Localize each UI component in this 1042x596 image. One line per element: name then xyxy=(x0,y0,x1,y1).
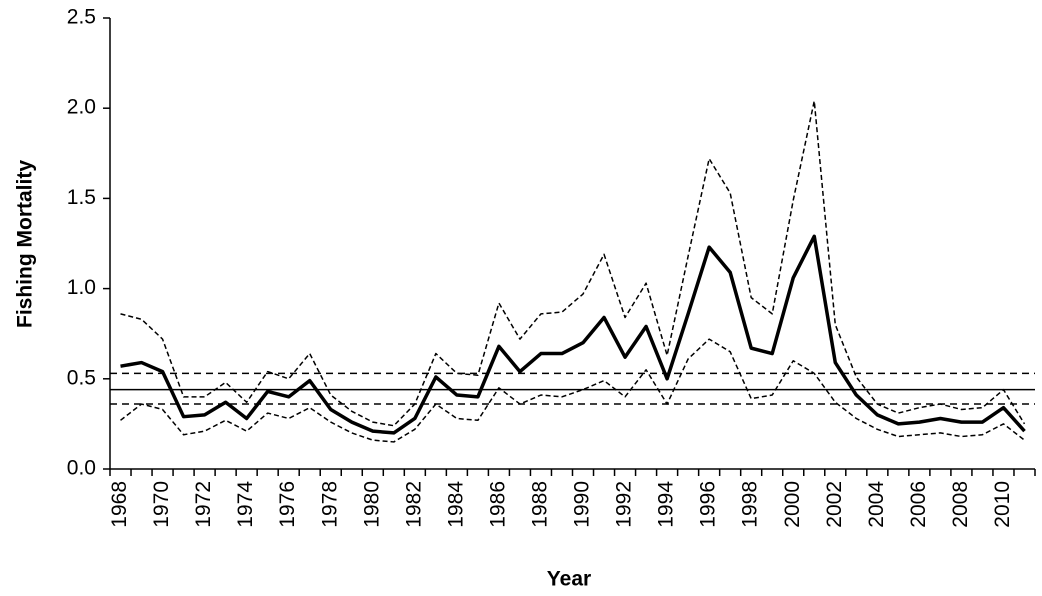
x-tick-label: 1990 xyxy=(571,481,594,528)
x-tick-label: 1978 xyxy=(318,481,341,528)
y-axis-title: Fishing Mortality xyxy=(14,160,37,328)
x-tick-label: 1982 xyxy=(402,481,425,528)
x-tick-label: 1972 xyxy=(192,481,215,528)
x-tick-label: 2008 xyxy=(949,481,972,528)
x-tick-label: 1976 xyxy=(276,481,299,528)
x-tick-label: 1994 xyxy=(655,481,678,528)
y-tick-label: 0.0 xyxy=(67,457,96,480)
x-tick-label: 1998 xyxy=(739,481,762,528)
x-tick-label: 2010 xyxy=(991,481,1014,528)
x-tick-label: 1996 xyxy=(697,481,720,528)
x-tick-label: 2000 xyxy=(781,481,804,528)
series-line xyxy=(120,338,1025,443)
series-line xyxy=(120,234,1026,435)
y-tick-label: 2.0 xyxy=(67,96,96,119)
x-tick-label: 1986 xyxy=(486,481,509,528)
x-tick-label: 2002 xyxy=(823,481,846,528)
x-tick-label: 1984 xyxy=(444,481,467,528)
x-tick-label: 1968 xyxy=(108,481,131,528)
x-tick-label: 1974 xyxy=(234,481,257,528)
y-tick-label: 1.0 xyxy=(67,276,96,299)
y-tick-label: 0.5 xyxy=(67,366,96,389)
series-line xyxy=(120,100,1026,427)
x-tick-label: 1992 xyxy=(613,481,636,528)
x-tick-label: 2004 xyxy=(865,481,888,528)
y-tick-label: 1.5 xyxy=(67,186,96,209)
x-tick-label: 1970 xyxy=(150,481,173,528)
y-tick-label: 2.5 xyxy=(67,6,96,29)
x-tick-label: 1980 xyxy=(360,481,383,528)
x-tick-label: 1988 xyxy=(529,481,552,528)
x-axis-title: Year xyxy=(547,568,591,591)
x-tick-label: 2006 xyxy=(907,481,930,528)
